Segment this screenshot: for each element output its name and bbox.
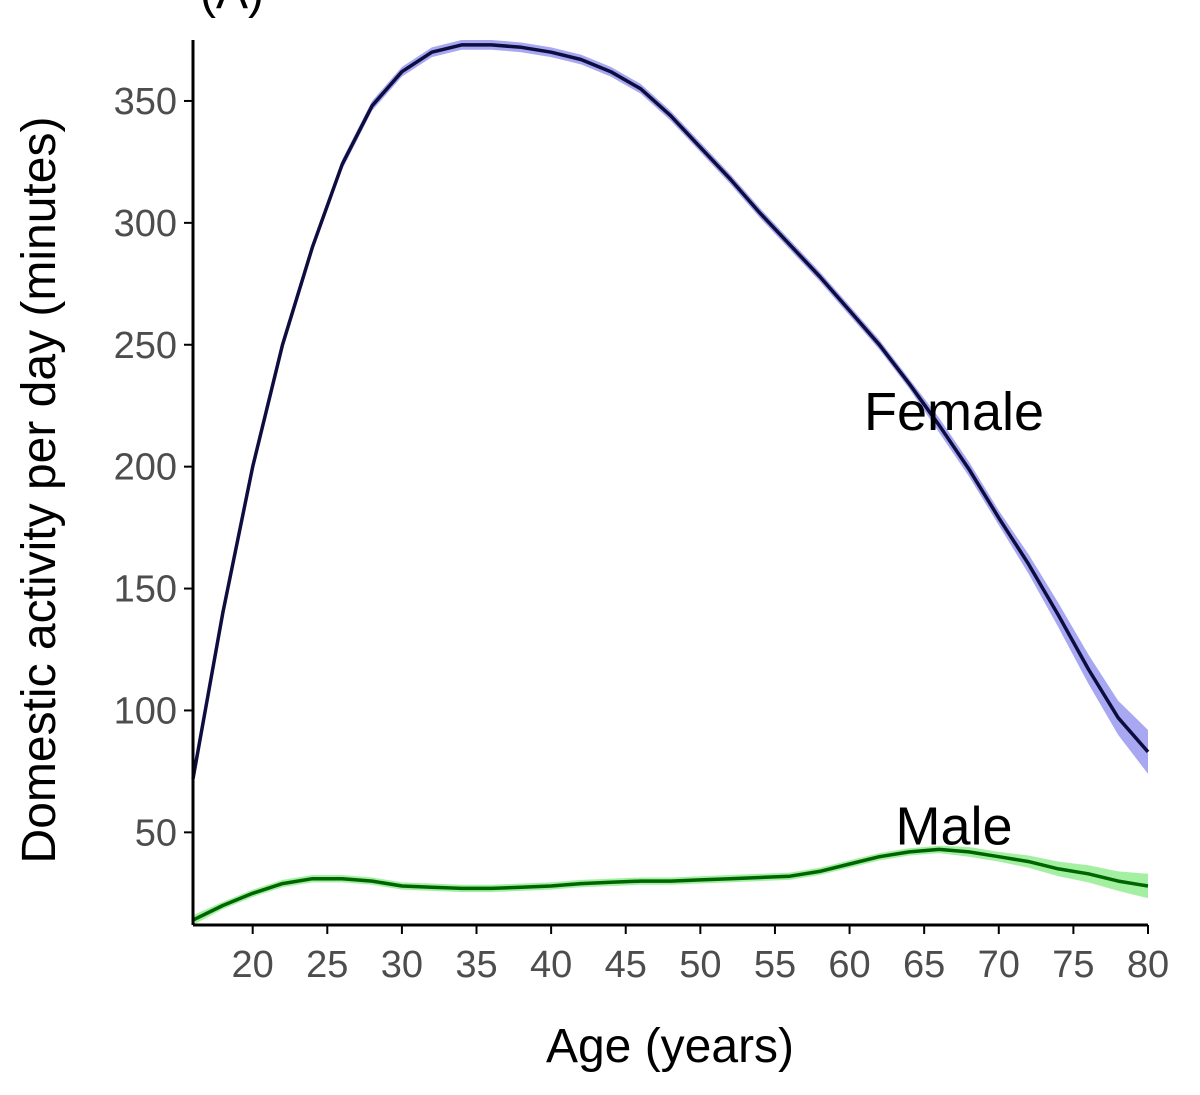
x-tick-label-65: 65 bbox=[903, 944, 945, 986]
y-tick-label-250: 250 bbox=[114, 325, 177, 367]
y-tick-label-350: 350 bbox=[114, 81, 177, 123]
axes: 20 25 30 35 40 45 50 55 60 65 70 75 80 50 100 150 200 250… bbox=[114, 40, 1169, 986]
y-tick-label-200: 200 bbox=[114, 447, 177, 489]
x-tick-label-45: 45 bbox=[605, 944, 647, 986]
x-tick-label-30: 30 bbox=[381, 944, 423, 986]
y-tick-label-150: 150 bbox=[114, 569, 177, 611]
x-tick-label-70: 70 bbox=[978, 944, 1020, 986]
y-tick-label-300: 300 bbox=[114, 203, 177, 245]
x-tick-label-60: 60 bbox=[828, 944, 870, 986]
female-label: Female bbox=[864, 382, 1044, 442]
male-ci-band bbox=[193, 845, 1148, 925]
series-labels: Female Male bbox=[864, 382, 1044, 856]
x-tick-label-50: 50 bbox=[679, 944, 721, 986]
y-tick-label-50: 50 bbox=[135, 812, 177, 854]
male-line bbox=[192, 847, 1149, 922]
x-tick-label-40: 40 bbox=[530, 944, 572, 986]
female-line bbox=[191, 43, 1150, 780]
panel-tag: (A) bbox=[200, 0, 264, 19]
y-tick-label-100: 100 bbox=[114, 690, 177, 732]
x-axis-title: Age (years) bbox=[546, 1020, 794, 1073]
x-tick-label-75: 75 bbox=[1052, 944, 1094, 986]
y-axis-title: Domestic activity per day (minutes) bbox=[13, 117, 66, 864]
x-tick-label-25: 25 bbox=[306, 944, 348, 986]
series-lines bbox=[191, 43, 1150, 922]
x-tick-label-20: 20 bbox=[232, 944, 274, 986]
x-tick-label-55: 55 bbox=[754, 944, 796, 986]
confidence-bands bbox=[193, 40, 1148, 925]
x-tick-label-35: 35 bbox=[455, 944, 497, 986]
x-tick-label-80: 80 bbox=[1127, 944, 1169, 986]
male-label: Male bbox=[895, 797, 1012, 857]
